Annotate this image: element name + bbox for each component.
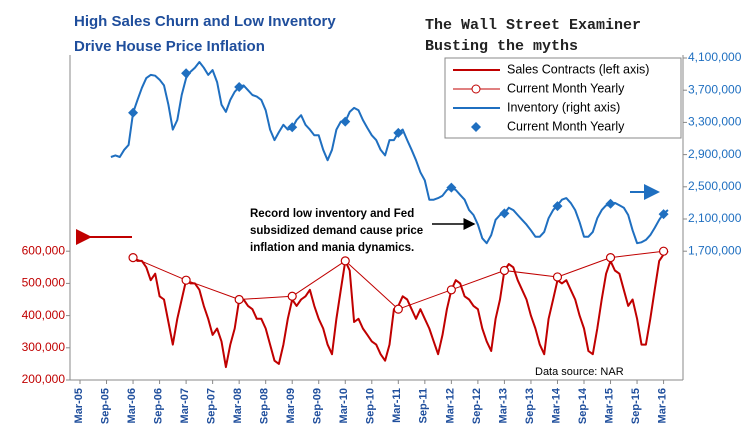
- point: [128, 107, 139, 118]
- legend-marker: [471, 84, 481, 94]
- point: [658, 209, 669, 220]
- point: [340, 116, 351, 127]
- point: [181, 68, 192, 79]
- point: [287, 122, 298, 133]
- x-tick-label: Sep-05: [99, 388, 111, 424]
- legend-label: Inventory (right axis): [507, 100, 620, 114]
- point: [499, 208, 510, 219]
- legend-box: [444, 57, 682, 139]
- series-line: [110, 61, 669, 245]
- point: [605, 253, 616, 263]
- y2-tick-label: 2,100,000: [688, 211, 742, 225]
- x-tick-label: Sep-06: [152, 388, 164, 424]
- point: [340, 256, 350, 266]
- x-tick-label: Sep-12: [471, 388, 483, 424]
- x-tick-label: Mar-07: [179, 388, 191, 423]
- y2-tick-label: 1,700,000: [688, 243, 742, 257]
- x-tick-label: Mar-15: [603, 388, 615, 423]
- x-tick-label: Sep-07: [206, 388, 218, 424]
- point: [605, 198, 616, 209]
- x-tick-label: Sep-13: [524, 388, 536, 424]
- series-line: [132, 250, 669, 369]
- x-tick-label: Mar-05: [73, 388, 85, 423]
- legend-marker: [471, 122, 481, 132]
- x-tick-label: Sep-15: [630, 388, 642, 424]
- y-tick-label: 200,000: [22, 372, 66, 386]
- y2-tick-label: 2,900,000: [688, 147, 742, 161]
- point: [499, 265, 510, 276]
- point: [128, 253, 138, 263]
- subtitle: Busting the myths: [425, 38, 578, 55]
- point: [234, 81, 245, 92]
- subtitle: The Wall Street Examiner: [425, 17, 641, 34]
- x-tick-label: Mar-09: [285, 388, 297, 423]
- x-tick-label: Mar-13: [497, 388, 509, 423]
- x-tick-label: Mar-16: [656, 388, 668, 423]
- x-tick-label: Mar-12: [444, 388, 456, 423]
- point: [552, 201, 563, 212]
- point: [658, 246, 669, 256]
- x-tick-label: Mar-06: [126, 388, 138, 423]
- x-tick-label: Sep-09: [312, 388, 324, 424]
- chart-title: High Sales Churn and Low Inventory: [74, 13, 336, 30]
- point: [393, 127, 404, 138]
- point: [287, 291, 297, 301]
- y-tick-label: 600,000: [22, 243, 66, 257]
- y-tick-label: 300,000: [22, 340, 66, 354]
- point: [446, 182, 457, 193]
- source: Data source: NAR: [535, 366, 624, 378]
- legend-label: Sales Contracts (left axis): [507, 62, 649, 76]
- annotation: Record low inventory and Fed: [250, 208, 414, 220]
- y-tick-label: 500,000: [22, 276, 66, 290]
- x-tick-label: Sep-10: [365, 388, 377, 424]
- point: [446, 285, 456, 295]
- x-tick-label: Sep-11: [418, 388, 430, 423]
- y-tick-label: 400,000: [22, 308, 66, 322]
- x-tick-label: Mar-10: [338, 388, 350, 423]
- legend-label: Current Month Yearly: [507, 119, 625, 133]
- point: [234, 294, 244, 305]
- annotation: inflation and mania dynamics.: [250, 242, 414, 254]
- legend-label: Current Month Yearly: [507, 81, 625, 95]
- x-tick-label: Mar-11: [391, 388, 403, 423]
- y2-tick-label: 3,700,000: [688, 82, 742, 96]
- x-tick-label: Sep-08: [259, 388, 271, 424]
- point: [181, 275, 191, 285]
- y2-tick-label: 2,500,000: [688, 179, 742, 193]
- y2-tick-label: 4,100,000: [688, 50, 742, 64]
- point: [552, 272, 563, 282]
- point: [393, 304, 403, 314]
- x-tick-label: Sep-14: [577, 387, 589, 424]
- annotation: subsidized demand cause price: [250, 225, 423, 237]
- chart-title: Drive House Price Inflation: [74, 38, 265, 55]
- y2-tick-label: 3,300,000: [688, 115, 742, 129]
- x-tick-label: Mar-14: [550, 387, 562, 423]
- x-tick-label: Mar-08: [232, 388, 244, 423]
